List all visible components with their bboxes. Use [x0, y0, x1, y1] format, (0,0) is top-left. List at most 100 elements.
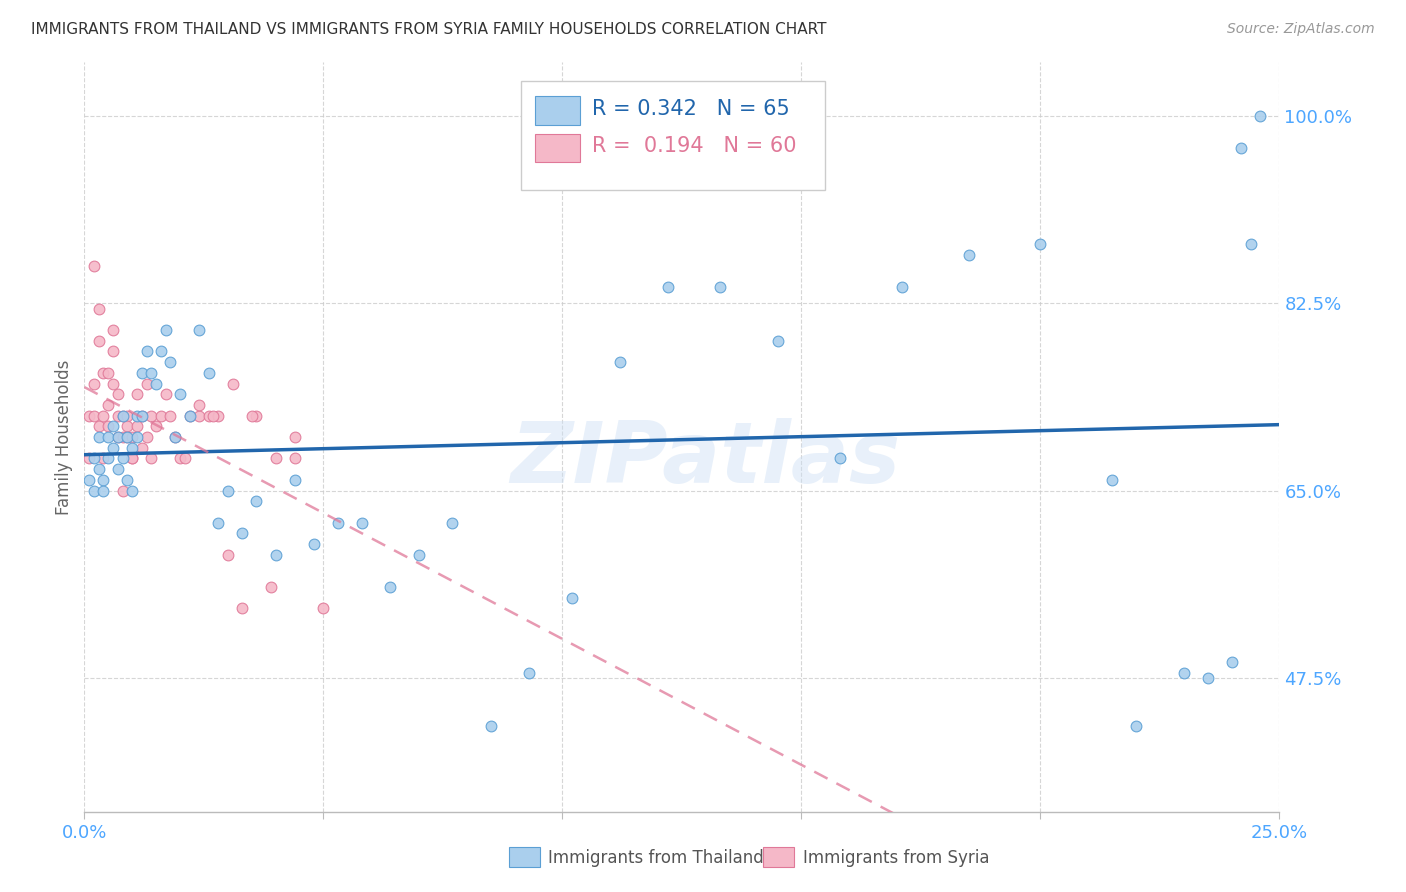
Point: [326, 516, 349, 530]
Point: [111, 409, 134, 423]
Point: [93, 483, 115, 498]
Point: [111, 483, 134, 498]
Point: [231, 526, 253, 541]
Point: [77, 473, 100, 487]
Y-axis label: Family Households: Family Households: [55, 359, 73, 515]
Point: [231, 601, 253, 615]
Point: [149, 409, 172, 423]
Point: [97, 451, 120, 466]
FancyBboxPatch shape: [534, 96, 581, 125]
Point: [657, 280, 679, 294]
Point: [197, 409, 219, 423]
Bar: [509, 847, 540, 867]
Point: [561, 591, 583, 605]
Point: [77, 409, 100, 423]
Point: [159, 355, 181, 369]
Point: [135, 376, 157, 391]
Point: [107, 387, 129, 401]
Point: [890, 280, 912, 294]
Point: [107, 409, 129, 423]
Point: [957, 248, 980, 262]
Point: [145, 376, 167, 391]
Point: [179, 409, 201, 423]
Point: [125, 387, 148, 401]
Point: [479, 719, 502, 733]
Point: [83, 483, 105, 498]
Point: [101, 323, 124, 337]
Point: [83, 409, 105, 423]
Point: [131, 366, 153, 380]
Point: [217, 483, 239, 498]
Point: [169, 451, 191, 466]
Point: [1249, 109, 1271, 123]
Point: [828, 451, 851, 466]
FancyBboxPatch shape: [534, 134, 581, 162]
Point: [93, 473, 115, 487]
Point: [1173, 665, 1195, 680]
Point: [107, 462, 129, 476]
Point: [408, 548, 430, 562]
Point: [173, 451, 195, 466]
Point: [87, 301, 110, 316]
Point: [93, 451, 115, 466]
FancyBboxPatch shape: [520, 81, 825, 190]
Point: [188, 323, 211, 337]
Point: [766, 334, 789, 348]
Text: R =  0.194   N = 60: R = 0.194 N = 60: [592, 136, 797, 156]
Point: [1230, 141, 1253, 155]
Text: IMMIGRANTS FROM THAILAND VS IMMIGRANTS FROM SYRIA FAMILY HOUSEHOLDS CORRELATION : IMMIGRANTS FROM THAILAND VS IMMIGRANTS F…: [31, 22, 827, 37]
Point: [1220, 655, 1243, 669]
Point: [245, 409, 267, 423]
Point: [83, 376, 105, 391]
Point: [121, 441, 143, 455]
Point: [165, 430, 187, 444]
Point: [77, 451, 100, 466]
Point: [117, 430, 139, 444]
Point: [1240, 237, 1263, 252]
Point: [111, 430, 134, 444]
Point: [179, 409, 201, 423]
Point: [159, 409, 181, 423]
Point: [101, 344, 124, 359]
Bar: [763, 847, 794, 867]
Point: [302, 537, 325, 551]
Point: [111, 451, 134, 466]
Point: [169, 387, 191, 401]
Point: [121, 451, 143, 466]
Point: [87, 430, 110, 444]
Point: [93, 366, 115, 380]
Point: [240, 409, 263, 423]
Point: [709, 280, 731, 294]
Point: [111, 409, 134, 423]
Text: Source: ZipAtlas.com: Source: ZipAtlas.com: [1227, 22, 1375, 37]
Point: [1101, 473, 1123, 487]
Point: [83, 259, 105, 273]
Point: [202, 409, 225, 423]
Point: [264, 548, 287, 562]
Point: [517, 665, 540, 680]
Point: [284, 430, 307, 444]
Point: [145, 419, 167, 434]
Point: [117, 430, 139, 444]
Point: [107, 430, 129, 444]
Text: R = 0.342   N = 65: R = 0.342 N = 65: [592, 99, 790, 119]
Point: [380, 580, 402, 594]
Point: [131, 409, 153, 423]
Point: [197, 366, 219, 380]
Point: [1029, 237, 1052, 252]
Point: [149, 344, 172, 359]
Point: [350, 516, 373, 530]
Point: [1125, 719, 1147, 733]
Point: [93, 409, 115, 423]
Point: [312, 601, 335, 615]
Point: [207, 516, 229, 530]
Point: [135, 344, 157, 359]
Point: [125, 430, 148, 444]
Point: [1197, 671, 1219, 685]
Point: [107, 430, 129, 444]
Point: [221, 376, 243, 391]
Point: [264, 451, 287, 466]
Point: [155, 387, 177, 401]
Point: [121, 430, 143, 444]
Point: [141, 451, 163, 466]
